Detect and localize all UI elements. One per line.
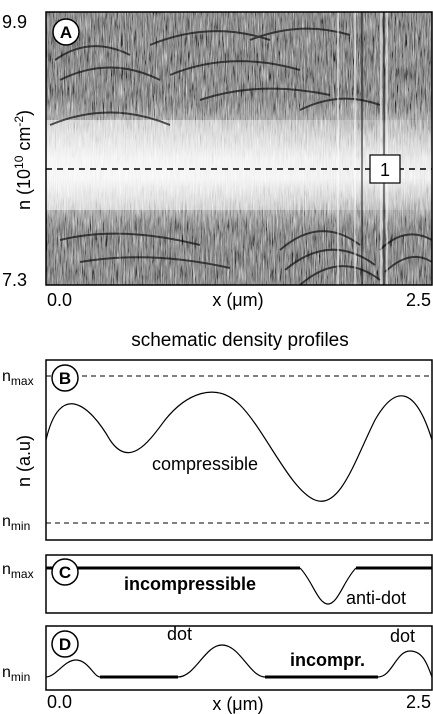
dot-curve-1 [45,659,101,678]
panel-d-frame [45,625,433,691]
x-axis-label-a: x (μm) [212,290,263,310]
nmax-label-b: nmax [2,368,34,388]
x-start-label-a: 0.0 [47,290,72,310]
panel-a-circle [52,18,80,46]
incompr-label: incompr. [290,650,365,670]
compressible-curve [45,391,433,502]
x-axis-label-d: x (μm) [212,694,263,714]
anti-dot-label: anti-dot [346,588,406,608]
cut-marker-box [369,154,401,184]
nmax-label-c: nmax [2,561,34,581]
panel-d-letter: D [59,635,71,654]
y-top-label: 9.9 [2,12,27,32]
panel-c: C nmax incompressible anti-dot [2,554,433,614]
panel-a: 1 A 9.9 7.3 n (1010 cm-2) 0.0 2.5 x (μm) [2,11,433,310]
panel-b: B nmax nmin n (a.u) compressible [2,359,433,541]
dot-label-1: dot [167,624,192,644]
nmin-label-d: nmin [2,664,30,684]
dot-label-2: dot [390,626,415,646]
panel-b-circle [51,364,79,392]
panel-d-circle [51,630,79,658]
x-end-label-a: 2.5 [406,290,431,310]
panel-b-ylabel: n (a.u) [14,435,34,487]
panel-b-letter: B [59,369,71,388]
y-bottom-label: 7.3 [2,270,27,290]
panel-a-frame [45,11,433,286]
stm-image [46,12,432,285]
panel-a-letter: A [60,23,72,42]
nmin-label-b: nmin [2,513,30,533]
panel-b-frame [45,359,433,541]
x-end-label-d: 2.5 [406,692,431,712]
panel-c-frame [45,554,433,614]
x-start-label-d: 0.0 [47,692,72,712]
cut-marker-label: 1 [380,160,390,180]
panel-d: D nmin dot dot incompr. 0.0 2.5 x (μm) [2,624,433,714]
dot-curve-3 [377,650,433,678]
incompressible-label: incompressible [124,574,256,594]
anti-dot-curve [299,567,357,605]
dot-curve-2 [177,644,266,678]
panel-a-ylabel: n (1010 cm-2) [12,110,34,210]
schematic-title: schematic density profiles [131,330,349,351]
panel-c-circle [51,558,79,586]
panel-c-letter: C [59,563,71,582]
compressible-label: compressible [152,454,258,474]
